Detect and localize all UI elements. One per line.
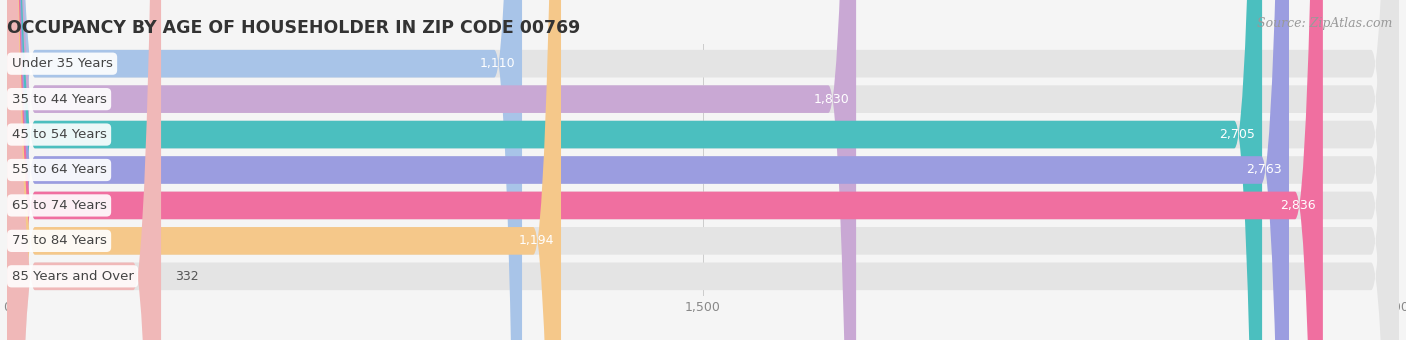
FancyBboxPatch shape [7, 0, 1399, 340]
Text: 45 to 54 Years: 45 to 54 Years [11, 128, 107, 141]
Text: 2,836: 2,836 [1281, 199, 1316, 212]
FancyBboxPatch shape [7, 0, 1399, 340]
FancyBboxPatch shape [7, 0, 1399, 340]
FancyBboxPatch shape [7, 0, 856, 340]
FancyBboxPatch shape [7, 0, 1263, 340]
FancyBboxPatch shape [7, 0, 1323, 340]
FancyBboxPatch shape [7, 0, 1399, 340]
Text: 332: 332 [174, 270, 198, 283]
FancyBboxPatch shape [7, 0, 1399, 340]
Text: 65 to 74 Years: 65 to 74 Years [11, 199, 107, 212]
Text: OCCUPANCY BY AGE OF HOUSEHOLDER IN ZIP CODE 00769: OCCUPANCY BY AGE OF HOUSEHOLDER IN ZIP C… [7, 19, 581, 37]
FancyBboxPatch shape [7, 0, 1289, 340]
FancyBboxPatch shape [7, 0, 561, 340]
Text: 1,830: 1,830 [814, 92, 849, 106]
FancyBboxPatch shape [7, 0, 522, 340]
Text: 55 to 64 Years: 55 to 64 Years [11, 164, 107, 176]
Text: Source: ZipAtlas.com: Source: ZipAtlas.com [1257, 17, 1392, 30]
FancyBboxPatch shape [7, 0, 1399, 340]
Text: 35 to 44 Years: 35 to 44 Years [11, 92, 107, 106]
Text: 2,763: 2,763 [1247, 164, 1282, 176]
FancyBboxPatch shape [7, 0, 162, 340]
Text: 2,705: 2,705 [1219, 128, 1256, 141]
Text: 85 Years and Over: 85 Years and Over [11, 270, 134, 283]
Text: Under 35 Years: Under 35 Years [11, 57, 112, 70]
Text: 1,110: 1,110 [479, 57, 515, 70]
FancyBboxPatch shape [7, 0, 1399, 340]
Text: 1,194: 1,194 [519, 234, 554, 248]
Text: 75 to 84 Years: 75 to 84 Years [11, 234, 107, 248]
